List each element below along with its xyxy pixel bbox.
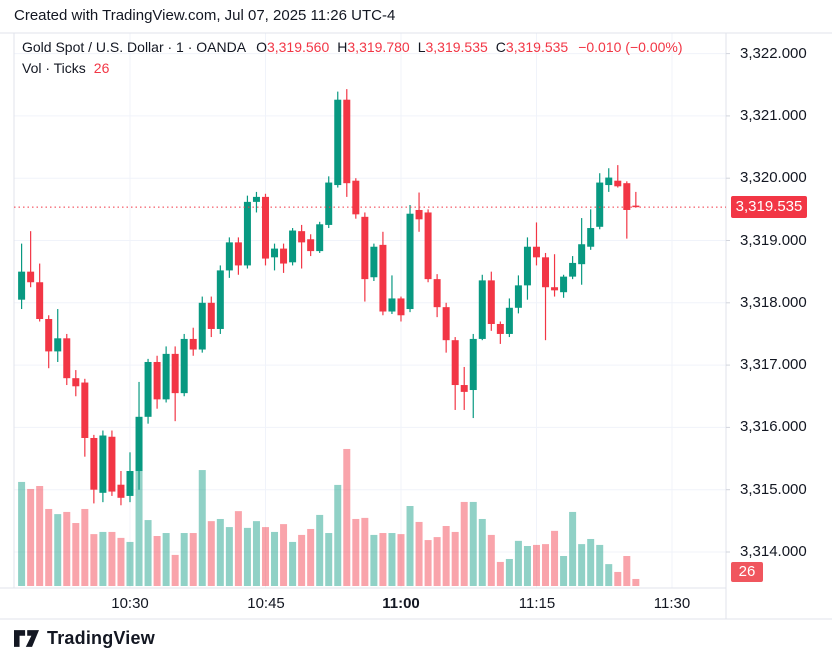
legend-volume-row: Vol · Ticks 26 (22, 58, 683, 79)
y-tick-label: 3,322.000 (740, 45, 807, 62)
y-tick-label: 3,318.000 (740, 294, 807, 311)
x-tick-label: 10:30 (111, 595, 149, 612)
chart-legend: Gold Spot / U.S. Dollar · 1 · OANDA O3,3… (22, 37, 683, 79)
tradingview-logo-text: TradingView (47, 628, 155, 648)
price-scale[interactable]: 3,322.000 3,321.000 3,320.000 3,319.000 … (726, 33, 832, 588)
x-tick-label-bold: 11:00 (382, 595, 420, 612)
current-volume-badge: 26 (731, 562, 763, 582)
ohlc-close: C3,319.535 (495, 39, 569, 55)
y-tick-label: 3,315.000 (740, 481, 807, 498)
price-change: −0.010 (−0.00%) (578, 39, 683, 55)
y-tick-label: 3,320.000 (740, 169, 807, 186)
ohlc-open: O3,319.560 (256, 39, 330, 55)
ohlc-low: L3,319.535 (417, 39, 488, 55)
y-tick-label: 3,316.000 (740, 418, 807, 435)
y-tick-label: 3,319.000 (740, 232, 807, 249)
ohlc-high: H3,319.780 (337, 39, 410, 55)
volume-indicator-title: Vol · Ticks (22, 60, 86, 76)
tradingview-logo[interactable]: TradingView (14, 628, 155, 649)
attribution-text: Created with TradingView.com, Jul 07, 20… (14, 7, 396, 24)
current-price-badge: 3,319.535 (731, 196, 807, 218)
time-scale[interactable]: 10:30 10:45 11:00 11:15 11:30 (0, 588, 726, 619)
y-tick-label: 3,317.000 (740, 356, 807, 373)
tradingview-logo-icon (14, 630, 39, 647)
volume-indicator-value: 26 (93, 60, 110, 76)
symbol-title: Gold Spot / U.S. Dollar · 1 · OANDA (22, 39, 247, 55)
y-tick-label: 3,321.000 (740, 107, 807, 124)
x-tick-label: 11:30 (653, 595, 691, 612)
y-tick-label: 3,314.000 (740, 543, 807, 560)
x-tick-label: 10:45 (247, 595, 285, 612)
legend-symbol-row: Gold Spot / U.S. Dollar · 1 · OANDA O3,3… (22, 37, 683, 58)
x-tick-label: 11:15 (518, 595, 556, 612)
